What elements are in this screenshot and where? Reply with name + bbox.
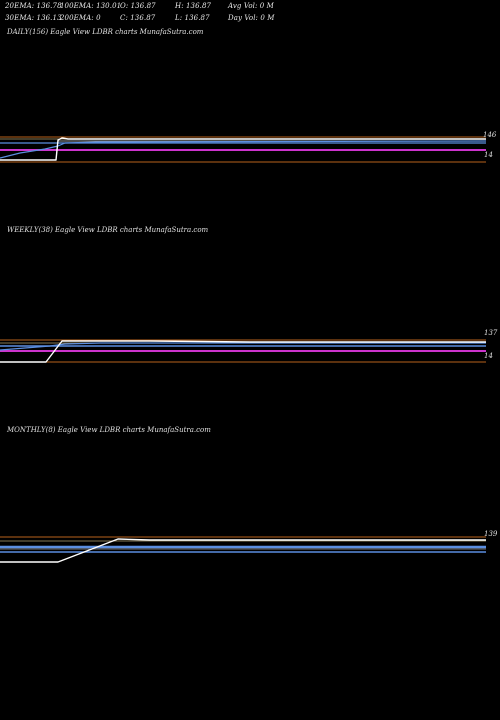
header-open: O: 136.87 — [120, 2, 156, 10]
daily-panel-label: DAILY(156) Eagle View LDBR charts Munafa… — [7, 28, 204, 36]
monthly-panel-label: MONTHLY(8) Eagle View LDBR charts Munafa… — [7, 426, 211, 434]
header-close: C: 136.87 — [120, 14, 156, 22]
weekly-tick-label-0: 137 — [484, 329, 498, 337]
monthly-tick-label-0: 139 — [484, 530, 498, 538]
header-ema100: 100EMA: 130.01 — [60, 2, 122, 10]
weekly-price-line — [0, 340, 486, 363]
weekly-tick-label-1: 14 — [484, 352, 493, 360]
daily-price-line — [0, 137, 486, 161]
header-ema200: 200EMA: 0 — [60, 14, 101, 22]
monthly-price-line — [0, 538, 486, 563]
header-low: L: 136.87 — [175, 14, 210, 22]
weekly-panel-label: WEEKLY(38) Eagle View LDBR charts Munafa… — [7, 226, 209, 234]
header-avg-vol: Avg Vol: 0 M — [228, 2, 274, 10]
header-ema20: 20EMA: 136.78 — [5, 2, 62, 10]
header-ema30: 30EMA: 136.13 — [5, 14, 62, 22]
header-high: H: 136.87 — [175, 2, 212, 10]
header-day-vol: Day Vol: 0 M — [228, 14, 275, 22]
weekly-ema-line — [0, 342, 486, 351]
daily-tick-label-1: 14 — [484, 151, 493, 159]
daily-tick-label-0: 146 — [483, 131, 497, 139]
